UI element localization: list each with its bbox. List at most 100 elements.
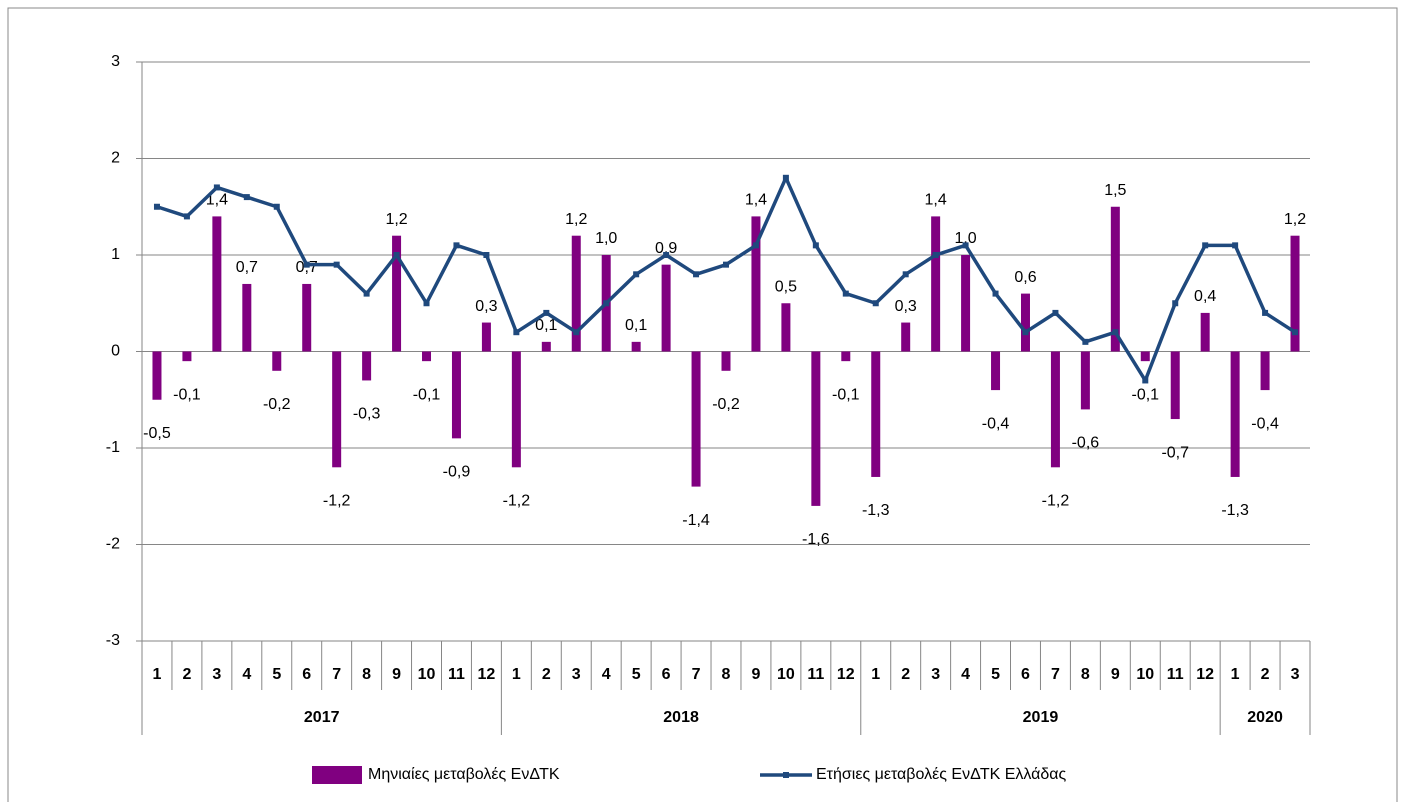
bar xyxy=(1260,351,1270,391)
x-tick-label: 7 xyxy=(1051,666,1060,683)
bar xyxy=(841,351,851,362)
data-label: -0,4 xyxy=(1251,415,1279,432)
line-marker xyxy=(333,261,340,268)
line xyxy=(156,176,1296,383)
line-marker xyxy=(393,252,400,258)
data-label: 0,7 xyxy=(236,259,258,276)
x-tick-label: 6 xyxy=(1021,666,1030,683)
line-marker xyxy=(363,290,370,297)
x-tick-label: 6 xyxy=(302,666,311,683)
data-label: -0,1 xyxy=(832,386,860,403)
line-marker xyxy=(1292,329,1299,336)
data-label: 1,2 xyxy=(385,211,407,228)
x-tick-label: 9 xyxy=(392,666,401,683)
line-marker xyxy=(213,184,220,191)
x-tick-label: 7 xyxy=(332,666,341,683)
data-label: 1,5 xyxy=(1104,182,1126,199)
x-tick-label: 7 xyxy=(692,666,701,683)
line-marker xyxy=(303,261,310,268)
data-label: -0,3 xyxy=(353,406,381,423)
x-group-label: 2020 xyxy=(1247,709,1283,726)
bar xyxy=(1200,312,1210,352)
data-label: -0,9 xyxy=(443,464,471,481)
line-marker xyxy=(872,300,879,307)
x-tick-label: 2 xyxy=(901,666,910,683)
data-label: 1,0 xyxy=(595,230,617,247)
x-tick-label: 9 xyxy=(1111,666,1120,683)
line-marker xyxy=(153,203,160,210)
data-label: 1,0 xyxy=(954,230,976,247)
x-group-label: 2018 xyxy=(663,709,699,726)
line-marker xyxy=(183,213,190,220)
data-label: 1,2 xyxy=(1284,211,1306,228)
bar xyxy=(991,351,1001,391)
data-label: -1,3 xyxy=(1221,502,1249,519)
data-label: -0,2 xyxy=(263,396,291,413)
x-tick-label: 5 xyxy=(632,666,641,683)
data-label: 0,3 xyxy=(475,298,497,315)
x-tick-label: 2 xyxy=(542,666,551,683)
bar xyxy=(901,322,911,352)
line-marker xyxy=(962,242,969,249)
bar xyxy=(451,351,461,439)
data-label: 1,4 xyxy=(745,192,767,209)
data-label: 0,1 xyxy=(535,317,557,334)
bar xyxy=(511,351,521,468)
line-marker xyxy=(1052,309,1059,316)
data-label: 0,4 xyxy=(1194,288,1216,305)
data-label: -0,4 xyxy=(982,415,1010,432)
bar xyxy=(871,351,881,477)
bar xyxy=(631,341,641,352)
x-tick-label: 1 xyxy=(1231,666,1240,683)
bar xyxy=(332,351,342,468)
x-tick-label: 11 xyxy=(807,666,824,683)
x-tick-label: 11 xyxy=(1167,666,1184,683)
y-tick-label: -3 xyxy=(106,632,120,649)
line-marker xyxy=(992,290,999,297)
line-marker xyxy=(243,194,250,201)
x-tick-label: 8 xyxy=(1081,666,1090,683)
x-group-label: 2019 xyxy=(1023,709,1059,726)
data-label: 0,9 xyxy=(655,240,677,257)
bar xyxy=(1290,235,1300,352)
line-marker xyxy=(1082,338,1089,345)
data-label: 0,1 xyxy=(625,317,647,334)
legend-label: Ετήσιες μεταβολές ΕνΔΤΚ Ελλάδας xyxy=(816,766,1067,783)
x-tick-label: 4 xyxy=(961,666,970,683)
line-marker xyxy=(453,242,460,249)
line-marker xyxy=(423,300,430,307)
bar xyxy=(212,216,222,352)
line-marker xyxy=(1262,309,1269,316)
x-tick-label: 9 xyxy=(751,666,760,683)
bar xyxy=(422,351,432,362)
bar xyxy=(152,351,162,400)
data-label: -1,2 xyxy=(503,493,531,510)
line-marker xyxy=(483,252,490,258)
x-tick-label: 10 xyxy=(777,666,795,683)
bar xyxy=(392,235,402,352)
chart-frame xyxy=(7,7,1398,802)
line-marker xyxy=(543,309,550,316)
y-tick-label: 3 xyxy=(111,53,120,70)
x-tick-label: 12 xyxy=(837,666,855,683)
data-label: -0,6 xyxy=(1072,435,1100,452)
bar xyxy=(1080,351,1090,410)
x-tick-label: 1 xyxy=(871,666,880,683)
x-tick-label: 4 xyxy=(602,666,611,683)
x-tick-label: 3 xyxy=(931,666,940,683)
bar xyxy=(182,351,192,362)
legend-swatch xyxy=(783,772,789,778)
data-label: 0,6 xyxy=(1014,269,1036,286)
bar xyxy=(1050,351,1060,468)
bar xyxy=(302,283,312,352)
data-label: 0,3 xyxy=(895,298,917,315)
bar xyxy=(541,341,551,352)
data-label: -1,4 xyxy=(682,512,710,529)
bar xyxy=(242,283,252,352)
line-marker xyxy=(1202,242,1209,249)
data-label: -1,2 xyxy=(1042,493,1070,510)
x-tick-label: 5 xyxy=(991,666,1000,683)
data-label: -0,7 xyxy=(1161,444,1189,461)
bar xyxy=(781,303,791,352)
x-group-label: 2017 xyxy=(304,709,340,726)
